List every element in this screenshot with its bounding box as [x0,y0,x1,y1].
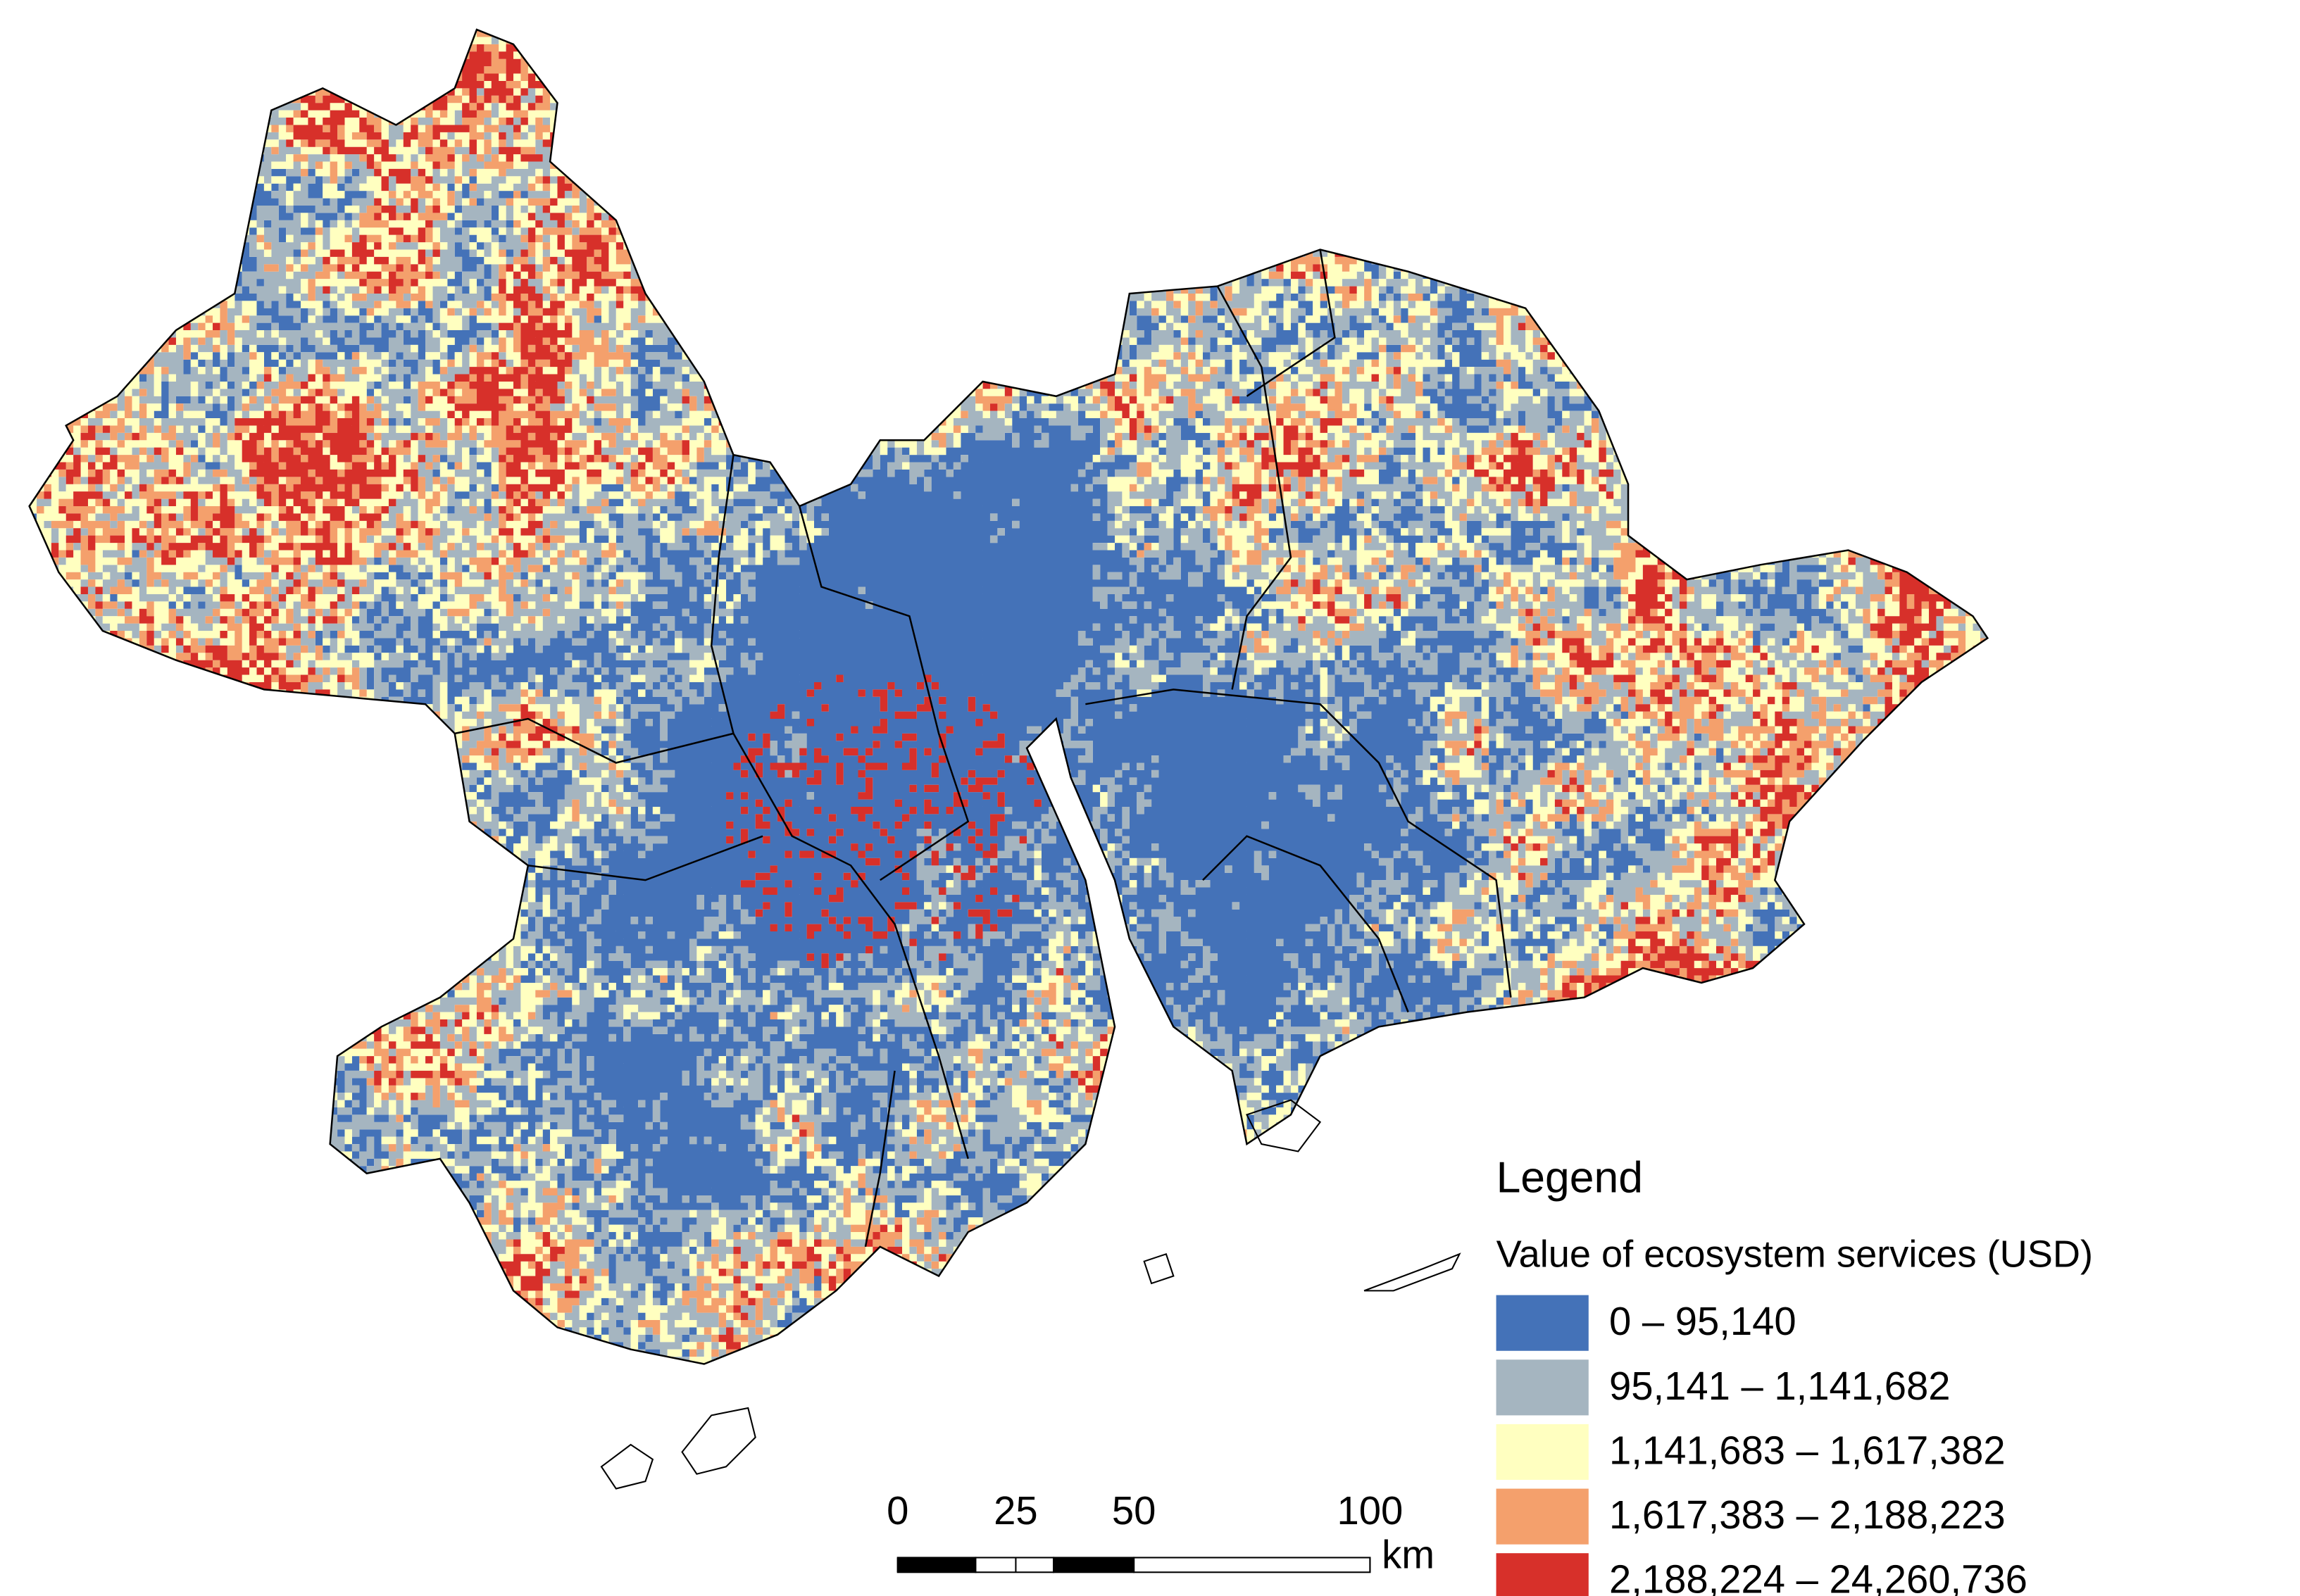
island [681,1407,756,1475]
boundary [864,1070,896,1248]
scale-segment [1053,1557,1135,1573]
raster [29,30,1988,1364]
legend-swatch [1496,1424,1589,1481]
legend-label: 0 – 95,140 [1609,1299,1796,1343]
legend-swatch [1496,1295,1589,1351]
legend-label: 1,141,683 – 1,617,382 [1609,1428,2006,1472]
island [1246,1099,1322,1152]
legend-label: 1,617,383 – 2,188,223 [1609,1493,2006,1537]
legend-swatch [1496,1488,1589,1545]
raster-class [29,30,1988,1364]
island [1363,1252,1461,1292]
region-outline [28,28,1989,1365]
boundary [1216,285,1292,690]
boundary [1085,689,1512,998]
boundary [1246,249,1336,397]
island [600,1443,654,1490]
islands [600,1099,1461,1490]
legend-swatch [1496,1359,1589,1416]
scale-label: 0 [887,1488,908,1533]
scale-segment [896,1557,977,1573]
legend-label: 95,141 – 1,141,682 [1609,1364,1951,1408]
legend: Legend Value of ecosystem services (USD)… [1496,1153,2093,1596]
legend-label: 2,188,224 – 24,260,736 [1609,1557,2027,1596]
boundary [798,505,970,881]
legend-swatch [1496,1553,1589,1596]
island [1143,1252,1175,1285]
legend-title: Legend [1496,1153,1643,1202]
boundary [1202,835,1409,1013]
scale-segment [1133,1557,1371,1573]
scale-label: 25 [994,1488,1038,1533]
legend-subtitle: Value of ecosystem services (USD) [1496,1233,2093,1276]
scale-label: 50 [1112,1488,1156,1533]
scale-label: 100 [1337,1488,1404,1533]
scale-segment [975,1557,1055,1573]
raster-class [29,30,1988,1364]
boundary [454,717,734,764]
boundary [527,835,763,881]
district-boundaries [454,249,1512,1248]
boundary [710,454,969,1160]
scale-unit: km [1382,1532,1435,1576]
raster-class [29,30,1988,1364]
